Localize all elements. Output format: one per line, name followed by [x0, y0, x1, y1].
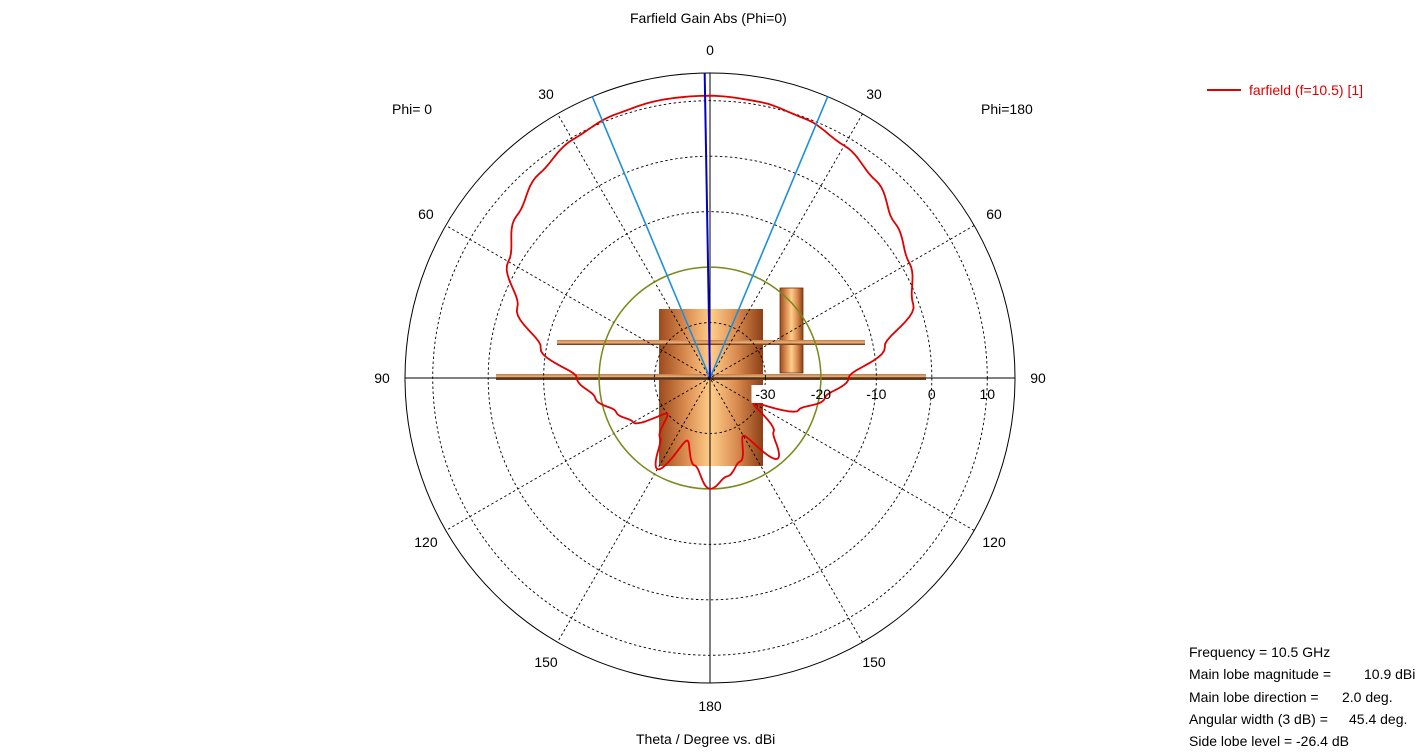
radial-tick-label: 0 [928, 386, 936, 402]
antenna-upper-plate [557, 340, 865, 345]
radial-tick-label: -30 [755, 386, 775, 402]
beamwidth-left-line [591, 96, 711, 379]
chart-title: Farfield Gain Abs (Phi=0) [630, 10, 787, 26]
legend-label: farfield (f=10.5) [1] [1249, 82, 1364, 98]
phi-right-label: Phi=180 [981, 101, 1033, 117]
info-panel: Frequency = 10.5 GHz Main lobe magnitude… [1189, 641, 1419, 752]
angle-tick-label: 60 [418, 206, 434, 222]
angle-tick-label: 120 [414, 534, 438, 550]
info-angular-width-value: 45.4 deg. [1349, 710, 1408, 727]
angle-tick-label: 60 [986, 206, 1002, 222]
x-axis-label: Theta / Degree vs. dBi [636, 731, 776, 747]
radial-tick-label: -20 [811, 386, 831, 402]
phi-left-label: Phi= 0 [392, 101, 433, 117]
info-main-lobe-magnitude-value: 10.9 dBi [1364, 666, 1416, 683]
info-main-lobe-direction-label: Main lobe direction = [1189, 688, 1319, 705]
reference-circle [598, 266, 822, 490]
angle-tick-labels: 0 30 60 90 120 150 180 150 120 90 60 30 [374, 42, 1046, 714]
radial-tick-label: 10 [979, 386, 995, 402]
angle-tick-label: 90 [374, 370, 390, 386]
info-main-lobe-direction-value: 2.0 deg. [1342, 688, 1393, 705]
legend: farfield (f=10.5) [1] [1207, 82, 1363, 98]
antenna-body [659, 309, 763, 466]
angle-tick-label: 30 [538, 86, 554, 102]
radial-tick-label: -10 [866, 386, 886, 402]
main-lobe-direction-line [703, 73, 711, 379]
angle-tick-label: 150 [862, 654, 886, 670]
radial-tick-labels: -30 -20 -10 0 10 [751, 385, 995, 403]
angle-tick-label: 0 [706, 42, 714, 58]
info-side-lobe-level: Side lobe level = -26.4 dB [1189, 733, 1349, 750]
beamwidth-right-line [709, 96, 829, 379]
angle-tick-label: 30 [866, 86, 882, 102]
info-frequency: Frequency = 10.5 GHz [1189, 644, 1331, 660]
angle-tick-label: 180 [698, 698, 722, 714]
angle-tick-label: 90 [1030, 370, 1046, 386]
legend-swatch [1207, 89, 1241, 91]
angle-tick-label: 150 [534, 654, 558, 670]
angle-tick-label: 120 [982, 534, 1006, 550]
info-main-lobe-magnitude-label: Main lobe magnitude = [1189, 666, 1332, 683]
radial-label-background [751, 385, 780, 403]
info-angular-width-label: Angular width (3 dB) = [1189, 710, 1328, 727]
